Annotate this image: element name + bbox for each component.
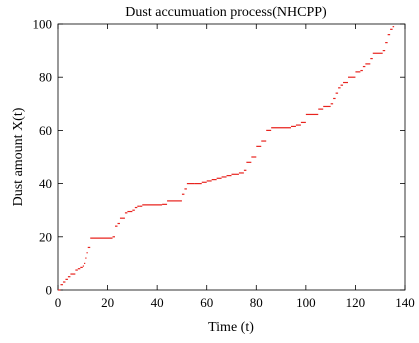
y-tick-label: 100	[33, 17, 53, 32]
x-tick-label: 100	[296, 295, 316, 310]
y-tick-label: 80	[39, 70, 52, 85]
series-layer	[58, 26, 395, 291]
x-tick-label: 20	[101, 295, 114, 310]
x-tick-label: 120	[346, 295, 366, 310]
x-tick-label: 40	[151, 295, 164, 310]
x-axis-ticks: 0 20 40 60 80 100 120 140	[55, 24, 415, 310]
x-tick-label: 140	[395, 295, 415, 310]
chart-title: Dust accumuation process(NHCPP)	[125, 5, 327, 20]
y-axis-label: Dust amount X(t)	[11, 107, 26, 206]
y-tick-label: 60	[39, 123, 52, 138]
x-tick-label: 60	[200, 295, 213, 310]
y-tick-label: 20	[39, 229, 52, 244]
x-axis-label: Time (t)	[208, 320, 254, 335]
y-tick-label: 0	[46, 283, 53, 298]
plot-area	[57, 23, 406, 291]
x-tick-label: 0	[55, 295, 62, 310]
y-axis-ticks: 0 20 40 60 80 100	[33, 17, 405, 298]
y-tick-label: 40	[39, 176, 52, 191]
x-tick-label: 80	[250, 295, 263, 310]
